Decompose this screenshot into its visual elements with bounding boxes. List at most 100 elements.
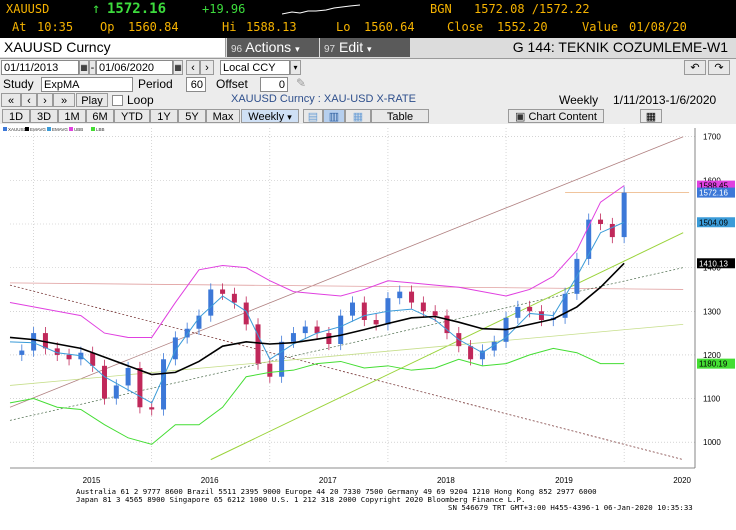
candle-body [621,192,627,238]
legend-label: EMAVG [52,127,68,132]
candle-body [66,354,72,360]
candle-body [31,333,37,351]
open-label: Op [100,20,115,34]
close-price: 1552.20 [497,20,548,34]
range-max-button[interactable]: Max [206,109,240,123]
legend-swatch [47,127,51,131]
play-button[interactable]: Play [76,93,108,107]
candle-body [562,293,568,318]
x-tick-label: 2019 [555,476,573,485]
candle-body [137,368,143,408]
frequency-select[interactable]: Weekly ▾ [241,109,299,123]
price-up-arrow-icon: ↑ [92,1,101,17]
chart-title: XAUUSD Curncy : XAU-USD X-RATE [231,93,416,105]
bar-chart-icon[interactable]: ▥ [323,109,345,123]
candle-body [538,311,544,320]
redo-icon[interactable]: ↷ [708,60,730,75]
next-period-icon[interactable]: › [200,60,214,75]
candle-body [220,289,226,294]
x-tick-label: 2015 [83,476,101,485]
currency-select[interactable]: Local CCY [220,60,290,75]
sparkline [282,4,361,15]
axis-value-label: 1588.45 [699,182,728,191]
chart-grid-icon[interactable]: ▦ [640,109,662,123]
indicator-line [9,185,625,338]
prev-period-icon[interactable]: ‹ [186,60,200,75]
candle-body [302,326,308,334]
security-field[interactable]: XAUUSD Curncy [0,38,226,57]
table-button[interactable]: Table [371,109,429,123]
chevron-down-icon[interactable]: ▾ [290,60,301,75]
quote-strip: XAUUSD ↑ 1572.16 +19.96 BGN 1572.08 /157… [0,0,736,38]
indicator-line [9,221,625,404]
calendar-icon[interactable]: ▦ [79,60,89,75]
y-tick-label: 1200 [703,351,721,360]
edit-menu[interactable]: 97 Edit ▾ [320,38,410,57]
calendar-icon[interactable]: ▦ [173,60,183,75]
axis-value-tag [697,258,735,269]
candle-body [267,363,273,377]
actions-menu[interactable]: 96 Actions ▾ [227,38,319,57]
bgn-label: BGN [430,2,452,16]
legend-swatch [25,127,29,131]
range-1m-button[interactable]: 1M [58,109,86,123]
footer-copyright-line: Japan 81 3 4565 8900 Singapore 65 6212 1… [76,495,526,504]
legend-swatch [69,127,73,131]
range-1y-button[interactable]: 1Y [150,109,178,123]
pencil-icon[interactable]: ✎ [296,76,307,90]
candle-body [586,219,592,259]
period-input[interactable]: 60 [186,77,206,92]
candle-body [101,365,107,399]
candle-body [125,368,131,386]
range-1d-button[interactable]: 1D [2,109,30,123]
range-ytd-button[interactable]: YTD [114,109,150,123]
step-back-icon[interactable]: ‹ [21,93,37,107]
loop-checkbox[interactable] [112,95,123,106]
chart-content-button[interactable]: ▣ Chart Content [508,109,604,123]
frequency-label: Weekly [559,93,599,107]
low-label: Lo [336,20,351,34]
start-date-input[interactable]: 01/11/2013 [1,60,79,75]
axis-value-tag [697,180,735,191]
legend-swatch [3,127,7,131]
candle-chart-icon[interactable]: ▦ [345,109,371,123]
legend-label: LBB [96,127,105,132]
candle-body [196,315,202,329]
step-forward-icon[interactable]: › [37,93,53,107]
x-tick-label: 2020 [673,476,691,485]
x-tick-label: 2016 [201,476,219,485]
playback-controls: « ‹ › » Play Loop XAUUSD Curncy : XAU-US… [0,92,736,108]
candle-body [397,291,403,299]
loop-label: Loop [127,93,154,107]
candle-body [54,348,60,355]
trendline-dotted [9,267,684,421]
study-select[interactable]: ExpMA [41,77,133,92]
candle-body [515,306,521,318]
chevron-down-icon: ▾ [295,44,300,54]
candle-body [598,219,604,224]
line-chart-icon[interactable]: ▤ [303,109,323,123]
candle-body [19,350,25,355]
chart-content-label: Chart Content [528,111,597,123]
fast-forward-icon[interactable]: » [53,93,75,107]
offset-input[interactable]: 0 [260,77,288,92]
price-chart[interactable]: XAUUSDEMAVGEMAVGUBBLBB100011001200130014… [0,124,736,530]
date-controls: 01/11/2013 ▦ - 01/06/2020 ▦ ‹ › Local CC… [0,59,736,76]
candle-body [338,315,344,344]
candle-body [243,302,249,325]
rewind-icon[interactable]: « [1,93,21,107]
end-date-input[interactable]: 01/06/2020 [96,60,173,75]
y-tick-label: 1100 [703,395,721,404]
range-5y-button[interactable]: 5Y [178,109,206,123]
value-date: 01/08/20 [629,20,687,34]
legend-label: UBB [74,127,83,132]
candle-body [479,350,485,360]
axis-value-tag [697,358,735,369]
trendline-horizontal [9,282,684,290]
candle-body [314,326,320,334]
high-label: Hi [222,20,237,34]
undo-icon[interactable]: ↶ [684,60,706,75]
range-3d-button[interactable]: 3D [30,109,58,123]
candle-body [326,333,332,344]
range-6m-button[interactable]: 6M [86,109,114,123]
